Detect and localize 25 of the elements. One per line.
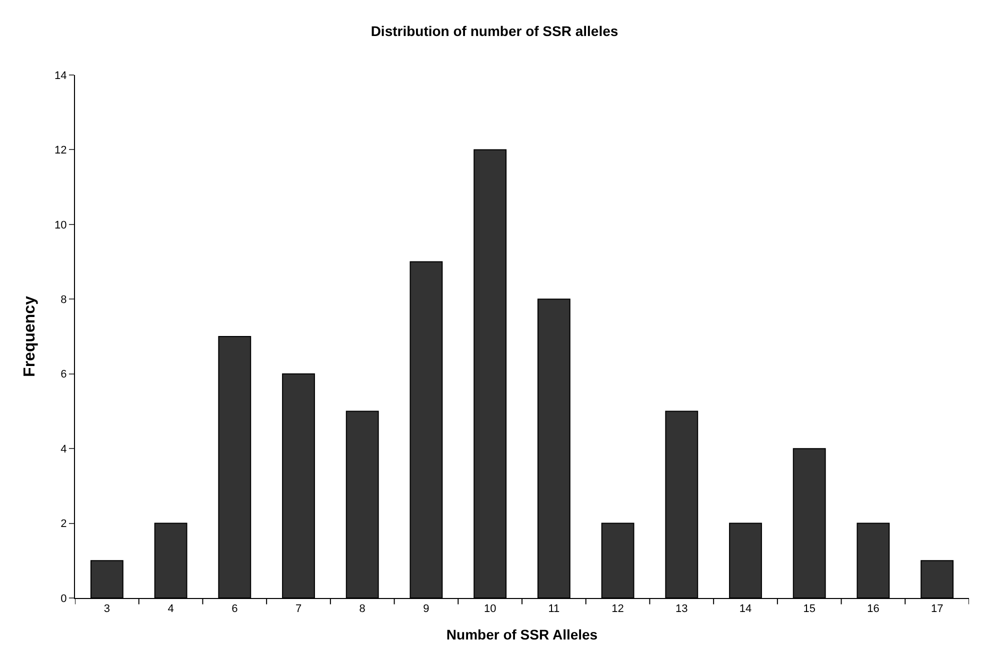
x-tick-label: 4 [168, 603, 174, 616]
x-tick-label: 3 [104, 603, 110, 616]
chart-title: Distribution of number of SSR alleles [370, 23, 618, 40]
x-tick-label: 15 [803, 603, 816, 616]
x-tick-label: 16 [867, 603, 880, 616]
y-tick-label: 8 [60, 294, 67, 306]
x-tick-label: 7 [295, 603, 302, 616]
x-tick-label: 17 [930, 603, 944, 616]
y-tick-label: 12 [54, 144, 67, 157]
x-tick-label: 12 [612, 603, 624, 616]
y-tick-label: 14 [54, 70, 67, 82]
x-tick-label: 10 [484, 603, 496, 616]
x-tick-label: 9 [423, 603, 430, 616]
y-tick-label: 0 [60, 592, 67, 605]
y-axis-title: Frequency [21, 296, 38, 377]
x-tick-label: 8 [359, 603, 366, 616]
x-tick-label: 14 [739, 603, 752, 616]
y-tick-label: 6 [60, 368, 67, 381]
y-tick-label: 4 [60, 443, 67, 456]
x-tick-label: 6 [232, 603, 238, 616]
x-tick-label: 13 [676, 603, 688, 616]
y-tick-label: 2 [60, 518, 67, 530]
y-tick-label: 10 [54, 219, 67, 232]
x-tick-label: 11 [548, 603, 560, 616]
x-axis-title: Number of SSR Alleles [446, 626, 598, 642]
